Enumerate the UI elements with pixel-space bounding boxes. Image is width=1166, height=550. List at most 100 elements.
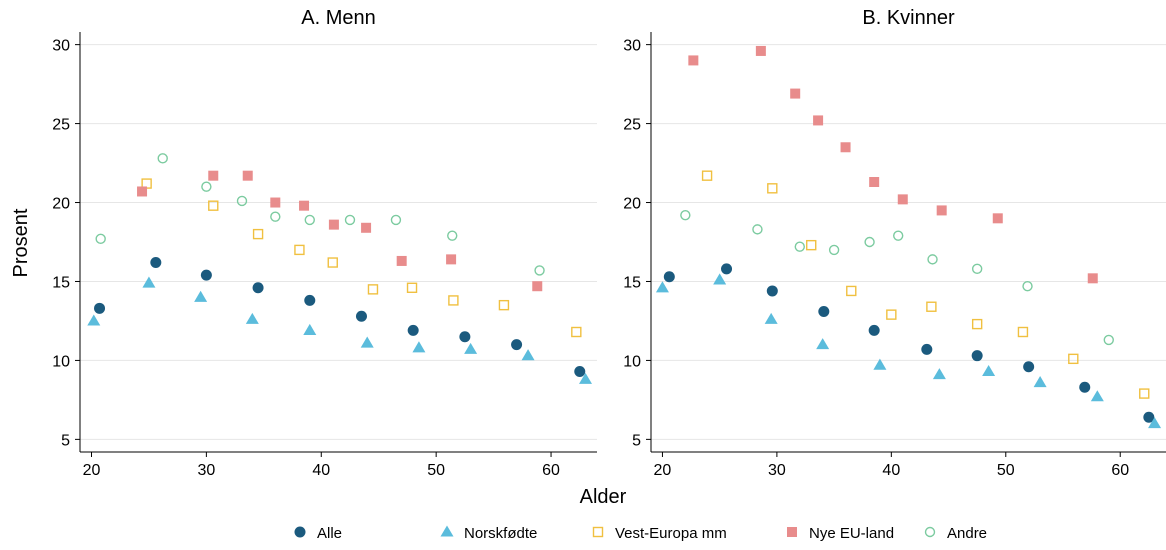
data-point xyxy=(932,368,946,380)
data-point xyxy=(534,265,545,276)
data-point xyxy=(1022,281,1033,292)
legend-marker xyxy=(924,526,936,538)
data-point xyxy=(252,228,264,240)
data-point xyxy=(1090,390,1104,402)
data-point xyxy=(688,55,699,66)
panel-1: 5 10 15 20 25 30 20 30 40 50 60 A. Menn xyxy=(52,7,597,479)
data-point xyxy=(252,282,264,294)
data-point xyxy=(806,239,817,251)
series-group xyxy=(701,170,1150,399)
data-point xyxy=(897,194,908,205)
data-point xyxy=(464,342,478,354)
data-point xyxy=(1103,334,1114,346)
y-tick-label: 30 xyxy=(623,38,641,55)
data-point xyxy=(579,372,593,384)
data-point xyxy=(873,358,887,370)
x-tick-label: 50 xyxy=(997,462,1015,479)
data-point xyxy=(304,214,315,226)
data-point xyxy=(1148,417,1162,429)
data-point xyxy=(498,299,510,311)
y-tick-label: 10 xyxy=(52,353,70,370)
data-point xyxy=(157,153,168,164)
data-point xyxy=(713,273,727,285)
data-point xyxy=(194,290,208,302)
legend-item: Andre xyxy=(924,525,987,542)
data-point xyxy=(142,276,156,288)
y-tick-label: 5 xyxy=(632,432,641,449)
x-tick-label: 40 xyxy=(882,462,900,479)
data-point xyxy=(982,364,996,377)
y-tick-label: 5 xyxy=(61,432,70,449)
data-point xyxy=(447,230,458,241)
data-point xyxy=(1139,388,1150,399)
y-tick-label: 20 xyxy=(52,196,70,213)
data-point xyxy=(459,331,471,343)
data-point xyxy=(270,197,281,208)
data-point xyxy=(1079,381,1091,393)
data-point xyxy=(655,281,669,293)
data-point xyxy=(511,339,523,351)
data-point xyxy=(87,314,101,326)
data-point xyxy=(869,177,880,187)
data-point xyxy=(303,323,317,335)
data-point xyxy=(921,343,933,355)
panel-title: A. Menn xyxy=(301,7,375,29)
data-point xyxy=(327,257,338,268)
data-point xyxy=(767,183,778,194)
data-point xyxy=(208,200,219,211)
data-point xyxy=(1017,326,1029,338)
panel-2: 5 10 15 20 25 30 20 30 40 50 60 B. Kvinner xyxy=(623,7,1166,479)
data-point xyxy=(1087,273,1098,284)
data-point xyxy=(448,295,459,306)
data-point xyxy=(663,271,675,283)
panels: 5 10 15 20 25 30 20 30 40 50 60 A. Menn 5 10 15 20 25 30 2… xyxy=(52,7,1166,479)
y-axis-label: Prosent xyxy=(10,208,32,277)
data-point xyxy=(1033,376,1047,388)
data-point xyxy=(137,186,148,197)
series-group xyxy=(141,178,582,338)
data-point xyxy=(790,88,801,99)
legend: Alle Norskfødte Vest-Europa mm Nye EU-land A… xyxy=(294,525,987,542)
data-point xyxy=(992,213,1003,224)
legend-marker xyxy=(294,526,306,538)
data-point xyxy=(701,170,713,181)
data-point xyxy=(846,285,857,297)
data-point xyxy=(412,341,426,353)
data-point xyxy=(971,263,983,275)
y-tick-label: 20 xyxy=(623,196,641,213)
y-tick-label: 15 xyxy=(52,274,70,291)
series-group xyxy=(663,263,1155,423)
data-point xyxy=(94,302,106,314)
legend-marker xyxy=(787,527,797,537)
x-tick-label: 20 xyxy=(654,462,672,479)
legend-item: Vest-Europa mm xyxy=(592,525,727,542)
legend-item: Alle xyxy=(294,525,342,542)
series-group xyxy=(137,170,543,292)
data-point xyxy=(328,219,339,230)
data-point xyxy=(294,244,305,256)
data-point xyxy=(752,224,763,235)
data-point xyxy=(840,142,851,153)
x-tick-label: 50 xyxy=(427,462,445,479)
data-point xyxy=(355,310,367,322)
data-point xyxy=(236,195,248,207)
data-point xyxy=(361,222,372,233)
data-point xyxy=(270,211,281,222)
data-point xyxy=(864,236,875,248)
data-point xyxy=(150,257,162,269)
y-tick-label: 30 xyxy=(52,38,70,55)
x-axis-label: Alder xyxy=(580,486,627,508)
data-point xyxy=(396,255,407,266)
data-point xyxy=(766,285,778,297)
data-point xyxy=(304,294,316,306)
data-point xyxy=(521,349,535,361)
data-point xyxy=(242,170,253,181)
data-point xyxy=(367,284,379,295)
data-point xyxy=(446,254,457,265)
data-point xyxy=(971,318,983,330)
data-point xyxy=(813,115,824,126)
data-point xyxy=(886,309,897,320)
series-group xyxy=(94,257,586,377)
